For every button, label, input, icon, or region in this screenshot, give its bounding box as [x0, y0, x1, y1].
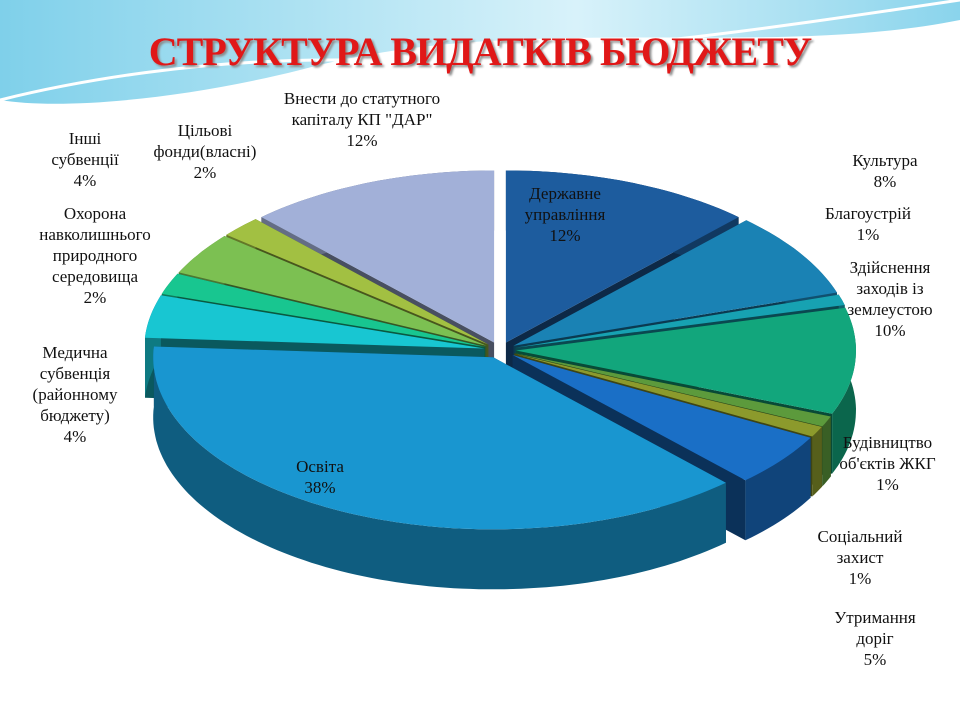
- value-label: 12%: [549, 226, 581, 245]
- slice-label: Будівництво об'єктів ЖКГ 1%: [825, 432, 950, 495]
- slice-wall: [822, 416, 831, 487]
- category-label: Освіта: [296, 457, 344, 476]
- wave-line: [0, 0, 960, 102]
- category-label: Інші субвенції: [51, 129, 119, 169]
- slice: [161, 273, 486, 347]
- slice-wall: [153, 346, 726, 590]
- slice: [505, 170, 739, 343]
- slice-label: Медична субвенція (районному бюджету) 4%: [20, 342, 130, 447]
- slice-label: Внести до статутного капіталу КП "ДАР" 12…: [262, 88, 462, 151]
- slice: [515, 294, 845, 348]
- slice-label: Освіта 38%: [270, 456, 370, 498]
- category-label: Внести до статутного капіталу КП "ДАР": [283, 89, 441, 129]
- category-label: Утримання доріг: [834, 608, 916, 648]
- value-label: 1%: [876, 475, 899, 494]
- slice-wall: [745, 437, 811, 541]
- pie: [145, 170, 856, 590]
- chart-title: СТРУКТУРА ВИДАТКІВ БЮДЖЕТУ: [148, 29, 812, 74]
- value-label: 5%: [863, 650, 887, 669]
- slice: [226, 219, 489, 345]
- header-wave: [0, 0, 960, 104]
- slice-label: Державне управління 12%: [505, 183, 625, 246]
- slice: [153, 346, 726, 530]
- slice: [512, 355, 811, 481]
- category-label: Благоустрій: [825, 204, 911, 223]
- slice-label: Благоустрій 1%: [808, 203, 928, 245]
- category-label: Культура: [852, 151, 918, 170]
- slice-label: Цільові фонди(власні) 2%: [145, 120, 265, 183]
- slice: [261, 170, 495, 343]
- slice: [145, 295, 485, 349]
- category-label: Державне управління: [524, 184, 606, 224]
- value-label: 10%: [874, 321, 906, 340]
- category-label: Цільові фонди(власні): [153, 121, 257, 161]
- value-label: 38%: [304, 478, 336, 497]
- value-label: 4%: [73, 171, 97, 190]
- slice-label: Здійснення заходів із землеустою 10%: [830, 257, 950, 341]
- slice: [516, 307, 856, 414]
- value-label: 1%: [848, 569, 872, 588]
- value-label: 2%: [83, 288, 107, 307]
- category-label: Будівництво об'єктів ЖКГ: [839, 433, 936, 473]
- slice-label: Охорона навколишнього природного середов…: [15, 203, 175, 308]
- slice: [513, 220, 837, 346]
- value-label: 2%: [193, 163, 217, 182]
- slice-label: Інші субвенції 4%: [45, 128, 125, 191]
- slice-wall: [812, 426, 822, 497]
- category-label: Здійснення заходів із землеустою: [847, 258, 933, 319]
- value-label: 4%: [63, 427, 87, 446]
- value-label: 8%: [873, 172, 897, 191]
- category-label: Соціальний захист: [817, 527, 903, 567]
- slice-label: Культура 8%: [835, 150, 935, 192]
- slice: [178, 236, 487, 346]
- value-label: 12%: [346, 131, 378, 150]
- category-label: Медична субвенція (районному бюджету): [32, 343, 118, 425]
- slice-label: Утримання доріг 5%: [815, 607, 935, 670]
- value-label: 1%: [856, 225, 880, 244]
- slice-label: Соціальний захист 1%: [800, 526, 920, 589]
- category-label: Охорона навколишнього природного середов…: [39, 204, 151, 286]
- slice: [514, 353, 831, 427]
- slice: [514, 353, 822, 437]
